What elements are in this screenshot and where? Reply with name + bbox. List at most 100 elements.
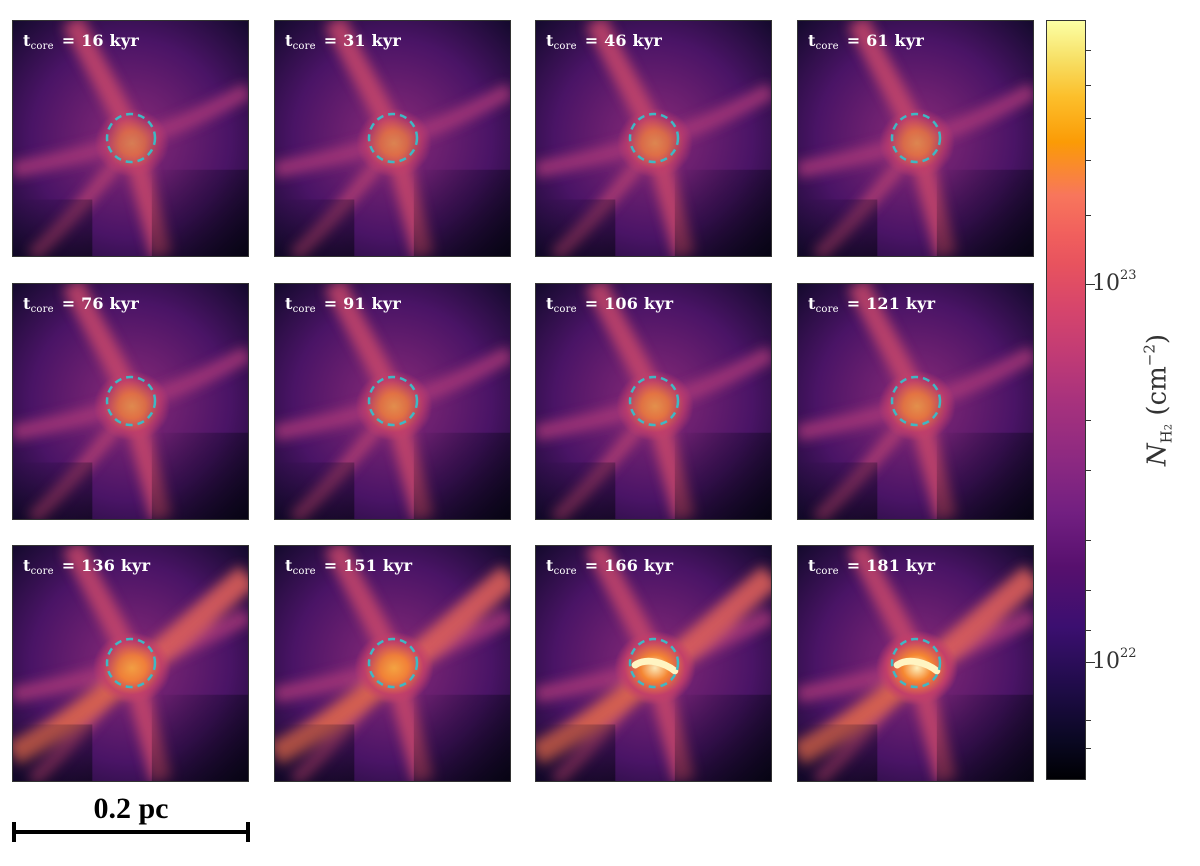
core-circle-marker <box>367 637 419 689</box>
column-density-map <box>536 546 771 781</box>
density-map-panel: tcore = 76 kyr <box>12 283 249 520</box>
colorbar-label: NH2 (cm−2) <box>1140 333 1176 467</box>
panel-time-label: tcore = 46 kyr <box>546 31 662 52</box>
time-value: = 91 kyr <box>323 294 401 313</box>
density-map-panel: tcore = 166 kyr <box>535 545 772 782</box>
density-map-panel: tcore = 106 kyr <box>535 283 772 520</box>
time-symbol: t <box>285 556 293 575</box>
colorbar <box>1046 20 1086 780</box>
density-map-panel: tcore = 46 kyr <box>535 20 772 257</box>
time-value: = 136 kyr <box>61 556 151 575</box>
colorbar-minor-tick <box>1086 748 1091 749</box>
time-value: = 166 kyr <box>584 556 674 575</box>
density-map-panel: tcore = 16 kyr <box>12 20 249 257</box>
core-circle-marker <box>628 375 680 427</box>
density-map-panel: tcore = 91 kyr <box>274 283 511 520</box>
time-subscript: core <box>815 566 839 577</box>
core-circle-marker <box>890 637 942 689</box>
panel-time-label: tcore = 136 kyr <box>23 556 150 577</box>
core-circle-marker <box>105 375 157 427</box>
colorbar-minor-tick <box>1086 118 1091 119</box>
time-symbol: t <box>285 31 293 50</box>
time-subscript: core <box>30 304 54 315</box>
core-circle-marker <box>105 112 157 164</box>
time-symbol: t <box>23 294 31 313</box>
colorbar-minor-tick <box>1086 420 1091 421</box>
time-subscript: core <box>553 41 577 52</box>
colorbar-minor-tick <box>1086 85 1091 86</box>
scalebar-cap-right <box>246 822 250 842</box>
colorbar-minor-tick <box>1086 215 1091 216</box>
colorbar-minor-tick <box>1086 50 1091 51</box>
time-subscript: core <box>815 41 839 52</box>
time-subscript: core <box>292 304 316 315</box>
colorbar-minor-tick <box>1086 590 1091 591</box>
time-symbol: t <box>23 31 31 50</box>
time-value: = 46 kyr <box>584 31 662 50</box>
panel-time-label: tcore = 106 kyr <box>546 294 673 315</box>
time-value: = 76 kyr <box>61 294 139 313</box>
time-value: = 61 kyr <box>846 31 924 50</box>
colorbar-tick-label-low: 1022 <box>1092 646 1137 674</box>
panel-time-label: tcore = 166 kyr <box>546 556 673 577</box>
density-map-panel: tcore = 61 kyr <box>797 20 1034 257</box>
time-subscript: core <box>553 566 577 577</box>
column-density-map <box>536 21 771 256</box>
density-map-panel: tcore = 151 kyr <box>274 545 511 782</box>
colorbar-minor-tick <box>1086 630 1091 631</box>
panel-time-label: tcore = 76 kyr <box>23 294 139 315</box>
colorbar-major-tick <box>1086 662 1095 663</box>
density-map-panel: tcore = 181 kyr <box>797 545 1034 782</box>
core-circle-marker <box>890 375 942 427</box>
core-circle-marker <box>628 637 680 689</box>
panel-time-label: tcore = 181 kyr <box>808 556 935 577</box>
time-symbol: t <box>546 294 554 313</box>
time-value: = 121 kyr <box>846 294 936 313</box>
time-subscript: core <box>292 41 316 52</box>
scalebar-cap-left <box>12 822 16 842</box>
density-map-panel: tcore = 136 kyr <box>12 545 249 782</box>
colorbar-minor-tick <box>1086 160 1091 161</box>
core-circle-marker <box>105 637 157 689</box>
colorbar-minor-tick <box>1086 720 1091 721</box>
time-subscript: core <box>30 41 54 52</box>
core-circle-marker <box>367 375 419 427</box>
time-value: = 31 kyr <box>323 31 401 50</box>
panel-time-label: tcore = 151 kyr <box>285 556 412 577</box>
panel-time-label: tcore = 16 kyr <box>23 31 139 52</box>
time-symbol: t <box>546 556 554 575</box>
column-density-map <box>275 284 510 519</box>
density-map-panel: tcore = 31 kyr <box>274 20 511 257</box>
scalebar-line <box>12 830 250 834</box>
colorbar-tick-label-high: 1023 <box>1092 268 1137 296</box>
panel-time-label: tcore = 91 kyr <box>285 294 401 315</box>
core-circle-marker <box>628 112 680 164</box>
time-value: = 106 kyr <box>584 294 674 313</box>
column-density-map <box>275 546 510 781</box>
density-map-panel: tcore = 121 kyr <box>797 283 1034 520</box>
panel-time-label: tcore = 61 kyr <box>808 31 924 52</box>
time-symbol: t <box>808 556 816 575</box>
panel-time-label: tcore = 31 kyr <box>285 31 401 52</box>
column-density-map <box>13 284 248 519</box>
time-subscript: core <box>815 304 839 315</box>
core-circle-marker <box>890 112 942 164</box>
column-density-map <box>798 284 1033 519</box>
scalebar-label: 0.2 pc <box>93 792 169 825</box>
time-symbol: t <box>23 556 31 575</box>
time-symbol: t <box>546 31 554 50</box>
time-symbol: t <box>285 294 293 313</box>
column-density-map <box>798 546 1033 781</box>
colorbar-major-tick <box>1086 284 1095 285</box>
colorbar-minor-tick <box>1086 470 1091 471</box>
panel-time-label: tcore = 121 kyr <box>808 294 935 315</box>
time-subscript: core <box>292 566 316 577</box>
core-circle-marker <box>367 112 419 164</box>
time-value: = 151 kyr <box>323 556 413 575</box>
column-density-map <box>13 21 248 256</box>
time-symbol: t <box>808 31 816 50</box>
time-value: = 16 kyr <box>61 31 139 50</box>
column-density-map <box>798 21 1033 256</box>
colorbar-minor-tick <box>1086 540 1091 541</box>
time-symbol: t <box>808 294 816 313</box>
